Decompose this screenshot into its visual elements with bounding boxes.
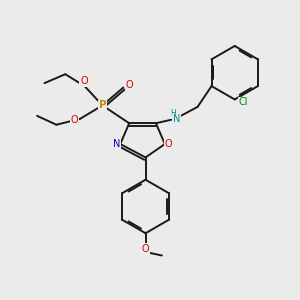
Text: O: O (126, 80, 134, 90)
Text: P: P (99, 100, 106, 110)
Text: N: N (113, 139, 120, 149)
Text: N: N (173, 114, 180, 124)
Text: Cl: Cl (238, 98, 248, 107)
Text: O: O (80, 76, 88, 86)
Text: O: O (165, 139, 172, 149)
Text: O: O (71, 115, 79, 125)
Text: O: O (142, 244, 149, 254)
Text: H: H (170, 109, 176, 118)
